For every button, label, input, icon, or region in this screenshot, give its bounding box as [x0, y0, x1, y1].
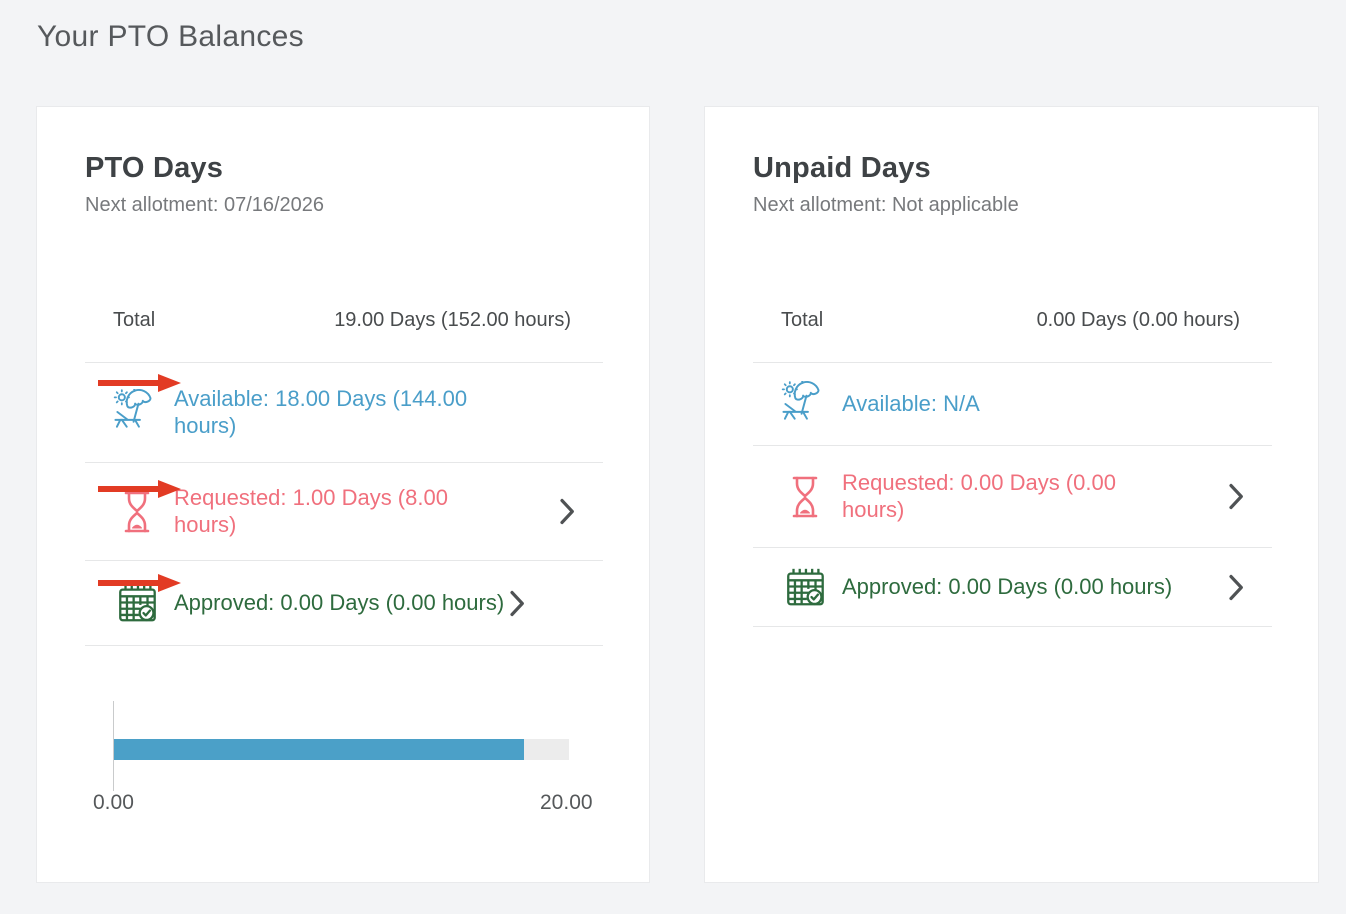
- row-requested[interactable]: Requested: 1.00 Days (8.00 hours): [85, 462, 603, 560]
- hourglass-icon: [781, 473, 828, 520]
- annotation-arrow-icon: [98, 573, 182, 593]
- row-available: Available: 18.00 Days (144.00 hours): [85, 362, 603, 462]
- total-label: Total: [781, 309, 824, 331]
- chevron-right-icon[interactable]: [1229, 483, 1244, 510]
- approved-balance-link[interactable]: Approved: 0.00 Days (0.00 hours): [842, 573, 1173, 599]
- next-allotment-text: Next allotment: 07/16/2026: [85, 194, 325, 216]
- chevron-right-icon[interactable]: [510, 590, 525, 617]
- chart-axis-line: [113, 701, 114, 791]
- next-allotment-text: Next allotment: Not applicable: [753, 194, 1019, 216]
- row-requested[interactable]: Requested: 0.00 Days (0.00 hours): [753, 445, 1272, 547]
- total-value: 19.00 Days (152.00 hours): [334, 309, 571, 331]
- pto-days-card: PTO Days Next allotment: 07/16/2026 Tota…: [36, 106, 650, 883]
- requested-balance-link[interactable]: Requested: 0.00 Days (0.00 hours): [842, 469, 1116, 522]
- chart-max-label: 20.00: [540, 791, 593, 814]
- row-available: Available: N/A: [753, 362, 1272, 445]
- hourglass-icon: [113, 488, 160, 535]
- row-approved[interactable]: Approved: 0.00 Days (0.00 hours): [85, 560, 603, 646]
- chart-track: [114, 739, 569, 760]
- pto-bar-fill: [114, 739, 524, 760]
- total-value: 0.00 Days (0.00 hours): [1036, 309, 1240, 331]
- available-balance-text: Available: 18.00 Days (144.00 hours): [174, 385, 468, 438]
- annotation-arrow-icon: [98, 479, 182, 499]
- available-balance-text: Available: N/A: [842, 390, 980, 416]
- unpaid-days-card: Unpaid Days Next allotment: Not applicab…: [704, 106, 1319, 883]
- balance-rows: Available: 18.00 Days (144.00 hours) Req…: [85, 362, 603, 646]
- chevron-right-icon[interactable]: [560, 498, 575, 525]
- total-label: Total: [113, 309, 156, 331]
- calendar-check-icon: [781, 564, 828, 611]
- annotation-arrow-icon: [98, 373, 182, 393]
- pto-balance-chart: 0.00 20.00: [93, 701, 593, 821]
- card-title: Unpaid Days: [753, 152, 931, 184]
- total-row: Total 0.00 Days (0.00 hours): [781, 309, 1240, 332]
- chart-min-label: 0.00: [93, 791, 134, 814]
- balance-rows: Available: N/A Requested: 0.00 Days (0.0…: [753, 362, 1272, 627]
- card-title: PTO Days: [85, 152, 224, 184]
- page-title: Your PTO Balances: [37, 20, 304, 53]
- beach-chair-icon: [781, 380, 828, 428]
- row-approved[interactable]: Approved: 0.00 Days (0.00 hours): [753, 547, 1272, 627]
- approved-balance-link[interactable]: Approved: 0.00 Days (0.00 hours): [174, 589, 505, 615]
- requested-balance-link[interactable]: Requested: 1.00 Days (8.00 hours): [174, 484, 448, 537]
- chevron-right-icon[interactable]: [1229, 574, 1244, 601]
- total-row: Total 19.00 Days (152.00 hours): [113, 309, 571, 332]
- beach-chair-icon: [113, 389, 160, 436]
